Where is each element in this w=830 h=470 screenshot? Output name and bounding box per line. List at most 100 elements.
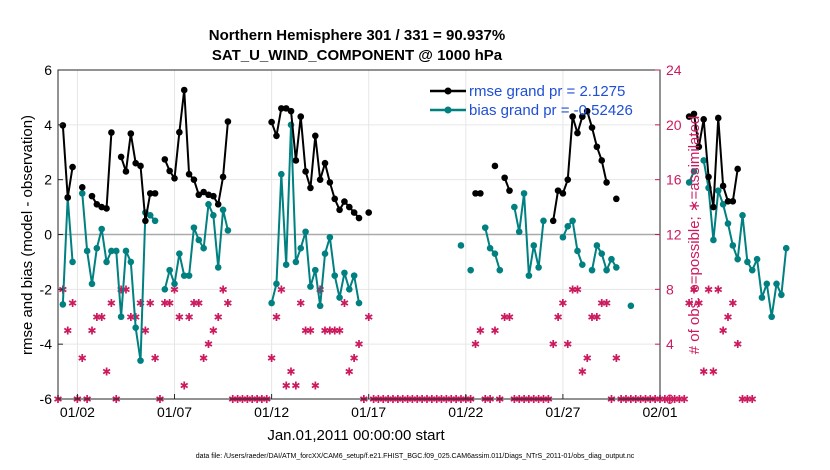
y-tick-right-label: 12 [666, 227, 682, 243]
bias-point [685, 179, 693, 186]
bias-point [151, 217, 159, 225]
bias-point [627, 302, 635, 310]
obs-assimilated-marker: ✱ [660, 393, 669, 406]
bias-point [282, 261, 290, 268]
bias-line [484, 227, 501, 271]
bias-point [166, 266, 173, 274]
obs-assimilated-marker: ✱ [665, 393, 674, 406]
rmse-point [312, 132, 319, 140]
bias-point [739, 212, 746, 219]
bias-point [782, 244, 790, 252]
bias-point [273, 280, 280, 288]
obs-assimilated-marker: ✱ [165, 297, 174, 310]
rmse-point [579, 113, 586, 120]
rmse-point [501, 174, 508, 182]
rmse-point [108, 129, 115, 136]
rmse-point [146, 190, 154, 197]
obs-assimilated-marker: ✱ [141, 324, 150, 337]
bias-point [535, 264, 542, 271]
legend-bias-label: bias grand pr = -0.52426 [469, 102, 633, 119]
obs-assimilated-marker: ✱ [311, 379, 320, 392]
bias-point [613, 264, 620, 271]
bias-point [714, 187, 722, 194]
rmse-point [685, 113, 693, 120]
obs-assimilated-marker: ✱ [612, 352, 621, 365]
obs-assimilated-marker: ✱ [316, 283, 325, 296]
bias-point [457, 242, 465, 249]
bias-point [768, 313, 775, 321]
bias-point [127, 258, 135, 266]
bias-point [219, 206, 227, 214]
bias-point [326, 233, 334, 241]
obs-assimilated-marker: ✱ [68, 297, 77, 310]
rmse-point [734, 165, 741, 173]
obs-assimilated-marker: ✱ [218, 283, 227, 296]
bias-point [574, 247, 581, 255]
bias-point [331, 272, 339, 279]
bias-point [530, 242, 538, 249]
bias-point [302, 228, 309, 236]
bias-point [307, 283, 314, 290]
rmse-point [710, 203, 717, 211]
bias-point [778, 291, 785, 299]
rmse-point [127, 130, 135, 137]
rmse-point [307, 184, 314, 192]
rmse-point [273, 132, 280, 140]
x-tick-label: 02/01 [642, 404, 677, 420]
obs-assimilated-marker: ✱ [500, 311, 509, 324]
bias-point [515, 228, 523, 236]
obs-assimilated-marker: ✱ [204, 338, 213, 351]
bias-point [137, 357, 144, 364]
bias-point [744, 258, 751, 266]
bias-point [210, 212, 217, 219]
obs-assimilated-marker: ✱ [490, 324, 499, 337]
y-tick-right-label: 4 [666, 336, 674, 352]
rmse-point [506, 187, 513, 194]
y-tick-left-label: 2 [44, 172, 52, 188]
rmse-point [336, 206, 343, 214]
bias-point [763, 280, 771, 288]
obs-assimilated-marker: ✱ [709, 366, 718, 379]
rmse-point [729, 198, 737, 205]
x-ticks: 01/02 01/07 01/12 01/17 01/22 01/27 02/01 [60, 394, 678, 420]
obs-assimilated-marker: ✱ [209, 324, 218, 337]
obs-assimilated-marker: ✱ [63, 324, 72, 337]
rmse-point [171, 174, 178, 182]
rmse-point [278, 105, 285, 112]
rmse-point [724, 198, 732, 205]
rmse-point [195, 191, 203, 199]
bias-point [588, 266, 596, 274]
x-axis-label: Jan.01,2011 00:00:00 start [267, 427, 445, 444]
obs-assimilated-marker: ✱ [553, 311, 562, 324]
obs-assimilated-marker: ✱ [306, 324, 315, 337]
rmse-point [700, 116, 707, 123]
bias-point [540, 217, 547, 225]
bias-point [729, 242, 737, 249]
rmse-point [151, 190, 159, 197]
obs-assimilated-marker: ✱ [102, 366, 111, 379]
bias-point [69, 258, 76, 266]
bias-point [525, 272, 533, 279]
rmse-point [103, 205, 110, 212]
obs-assimilated-marker: ✱ [350, 352, 359, 365]
rmse-point [316, 176, 324, 183]
rmse-point [69, 163, 76, 171]
rmse-point [593, 143, 601, 151]
bias-point [108, 247, 115, 255]
bias-point [268, 299, 275, 307]
rmse-point [598, 157, 606, 164]
x-tick-label: 01/17 [351, 404, 386, 420]
chart-title-line1: Northern Hemisphere 301 / 331 = 90.937% [209, 27, 505, 44]
obs-assimilated-marker: ✱ [568, 283, 577, 296]
obs-assimilated-marker: ✱ [704, 283, 713, 296]
bias-point [496, 266, 504, 274]
rmse-point [588, 124, 596, 131]
bias-point [753, 255, 761, 263]
rmse-series [59, 86, 741, 225]
bias-point [598, 250, 606, 257]
obs-assimilated-marker: ✱ [563, 338, 572, 351]
bias-point [224, 227, 232, 234]
obs-assimilated-marker: ✱ [597, 297, 606, 310]
obs-assimilated-marker: ✱ [277, 283, 286, 296]
